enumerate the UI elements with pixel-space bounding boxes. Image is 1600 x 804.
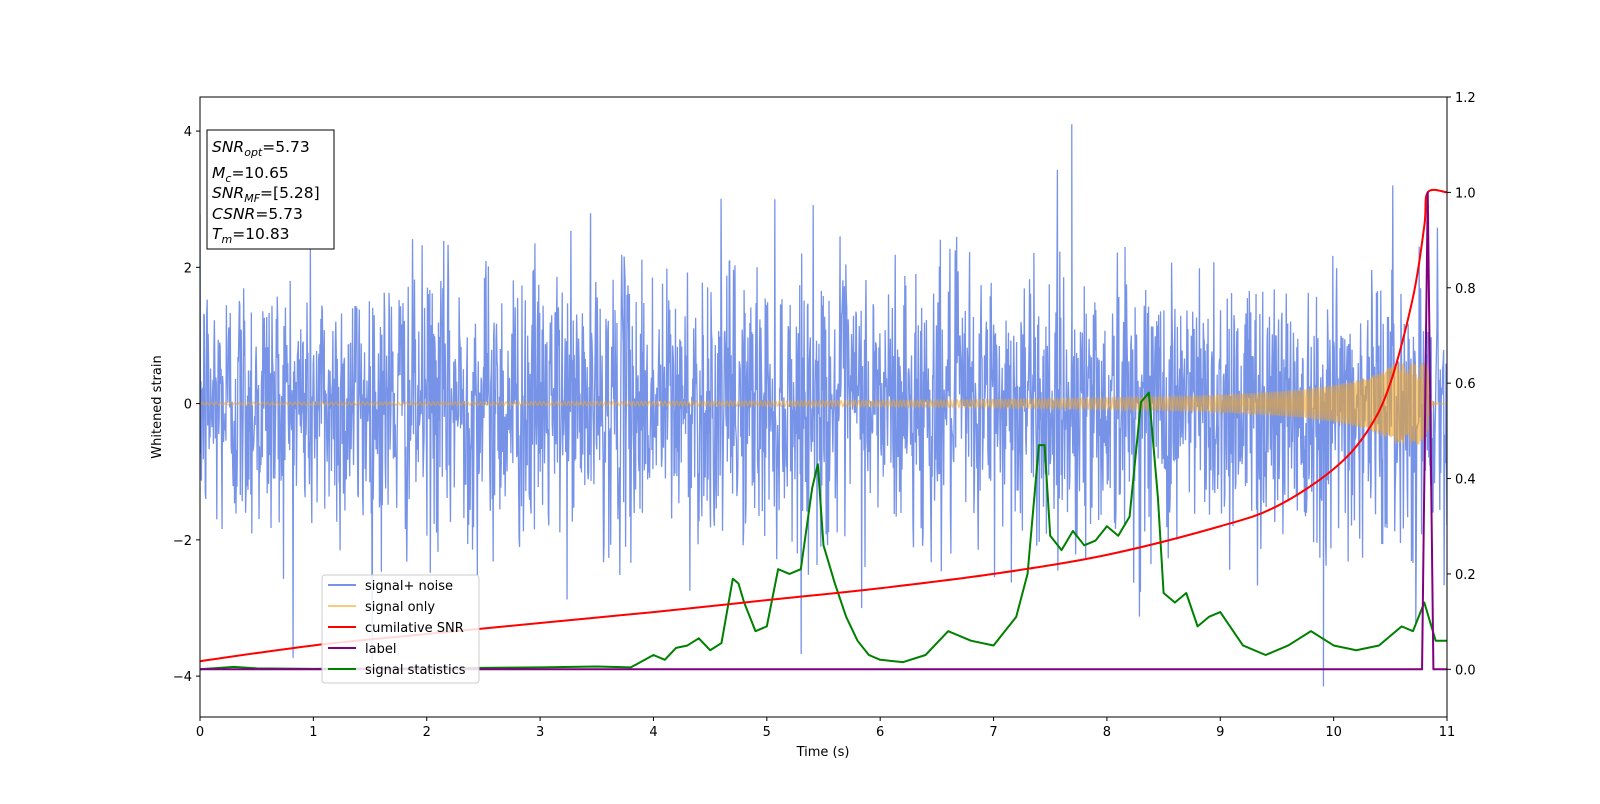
legend-label-label: label: [365, 642, 396, 657]
legend-label-cumulative-snr: cumilative SNR: [365, 621, 464, 636]
series-signal-statistics: [200, 391, 1447, 671]
x-tick-label: 8: [1103, 725, 1111, 740]
stats-line-csnr: CSNR=5.73: [212, 205, 303, 223]
y-axis-left: −4 −2 0 2 4: [173, 125, 200, 685]
x-axis: 0 1 2 3 4 5 6 7 8 9 10 11: [196, 717, 1455, 740]
legend-box: [321, 574, 480, 684]
y2-tick-label: 0.4: [1455, 473, 1476, 488]
y2-tick-label: 0.0: [1455, 663, 1476, 678]
x-tick-label: 1: [309, 725, 317, 740]
legend: signal+ noise signal only cumilative SNR…: [321, 574, 480, 684]
y2-tick-label: 0.6: [1455, 377, 1476, 392]
y-axis-right: 0.0 0.2 0.4 0.6 0.8 1.0 1.2: [1447, 91, 1476, 678]
y-tick-label: 2: [184, 261, 192, 276]
x-axis-label: Time (s): [796, 745, 850, 760]
y2-tick-label: 1.2: [1455, 91, 1476, 106]
x-tick-label: 7: [989, 725, 997, 740]
y2-tick-label: 0.2: [1455, 568, 1476, 583]
x-tick-label: 6: [876, 725, 884, 740]
y-tick-label: 0: [184, 398, 192, 413]
legend-label-signal-noise: signal+ noise: [365, 579, 453, 594]
plot-frame: [199, 96, 1448, 718]
series-label: [200, 191, 1447, 671]
stats-line-mc: Mc=10.65: [212, 164, 289, 185]
stats-line-tm: Tm=10.83: [212, 225, 290, 246]
x-tick-label: 11: [1439, 725, 1456, 740]
y-tick-label: 4: [184, 125, 192, 140]
x-tick-label: 2: [423, 725, 431, 740]
y2-tick-label: 1.0: [1455, 186, 1476, 201]
x-tick-label: 0: [196, 725, 204, 740]
legend-label-signal-statistics: signal statistics: [365, 663, 466, 678]
stats-line-snr-opt: SNRopt=5.73: [212, 138, 310, 159]
series-cumulative-snr: [200, 188, 1447, 663]
y2-tick-label: 0.8: [1455, 282, 1476, 297]
x-tick-label: 9: [1216, 725, 1224, 740]
x-tick-label: 3: [536, 725, 544, 740]
y-tick-label: −4: [173, 670, 192, 685]
y-axis-label: Whitened strain: [150, 355, 165, 458]
x-tick-label: 10: [1325, 725, 1342, 740]
x-tick-label: 4: [649, 725, 657, 740]
series-layer: [200, 124, 1447, 687]
series-signal-only: [200, 362, 1447, 445]
stats-box: [206, 129, 335, 250]
stats-line-snr-mf: SNRMF=[5.28]: [212, 184, 320, 205]
legend-label-signal-only: signal only: [365, 600, 435, 615]
stats-annotation: SNRopt=5.73 Mc=10.65 SNRMF=[5.28] CSNR=5…: [206, 129, 335, 250]
y-tick-label: −2: [173, 534, 192, 549]
x-tick-label: 5: [763, 725, 771, 740]
